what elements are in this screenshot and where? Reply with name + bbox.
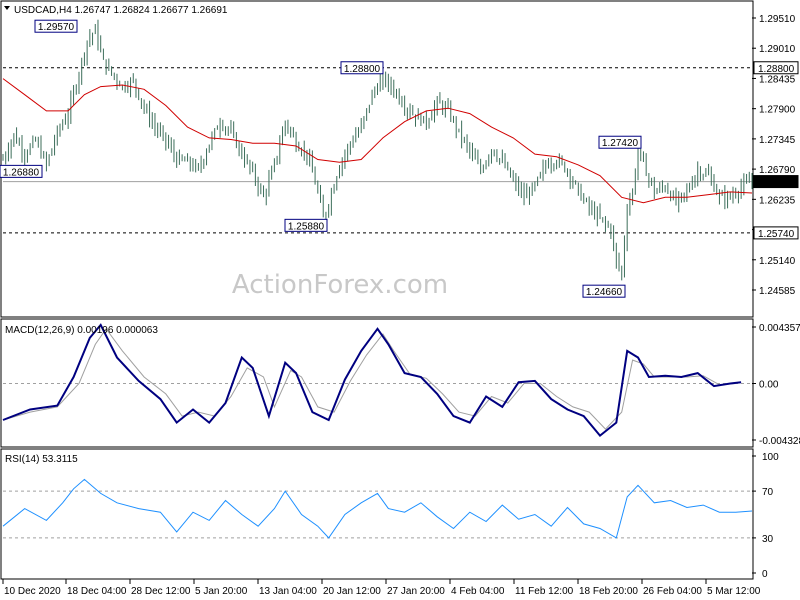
level-value-box: [753, 175, 799, 189]
x-tick-label: 11 Feb 12:00: [515, 586, 574, 597]
macd-y-tick-label: 0.00: [759, 380, 779, 391]
price-y-tick-label: 1.26790: [759, 165, 796, 176]
rsi-y-tick-label: 70: [762, 487, 774, 498]
x-tick-label: 13 Jan 04:00: [259, 586, 317, 597]
x-tick-label: 18 Dec 04:00: [67, 586, 127, 597]
level-value-label: 1.28800: [758, 64, 795, 75]
price-y-tick-label: 1.27900: [759, 105, 796, 116]
price-annotation-label: 1.26880: [3, 167, 40, 178]
price-annotation-box: [340, 61, 384, 75]
price-annotation-label: 1.25880: [288, 221, 325, 232]
price-y-tick-label: 1.27345: [759, 135, 796, 146]
price-panel-frame: [0, 0, 754, 318]
price-annotation-box: [34, 19, 78, 33]
rsi-y-tick-label: 0: [762, 569, 768, 580]
x-tick-label: 28 Dec 12:00: [131, 586, 191, 597]
price-annotation-label: 1.28800: [344, 64, 381, 75]
price-annotation-box: [284, 218, 328, 232]
x-tick-label: 5 Mar 12:00: [707, 586, 761, 597]
price-annotation-label: 1.29570: [38, 22, 75, 33]
level-value-box: [753, 226, 799, 240]
x-tick-label: 10 Dec 2020: [4, 586, 61, 597]
level-value-label: 1.25740: [758, 229, 795, 240]
macd-y-tick-label: -0.004328: [759, 436, 800, 447]
level-value-label: 1.26691: [758, 178, 795, 189]
rsi-y-tick-label: 30: [762, 534, 774, 545]
price-annotation-box: [598, 135, 642, 149]
watermark-text: ActionForex.com: [232, 270, 448, 300]
rsi-panel-frame: [0, 448, 754, 580]
price-annotation-box: [0, 164, 43, 178]
price-annotation-label: 1.27420: [602, 138, 639, 149]
macd-series-signal: [2, 327, 736, 430]
x-tick-label: 4 Feb 04:00: [451, 586, 505, 597]
macd-series-macd: [2, 323, 742, 437]
price-y-tick-label: 1.24585: [759, 286, 796, 297]
x-tick-label: 26 Feb 04:00: [643, 586, 702, 597]
price-y-tick-label: 1.29510: [759, 14, 796, 25]
price-annotation-label: 1.24660: [586, 287, 623, 298]
level-value-box: [753, 61, 799, 75]
price-y-tick-label: 1.25140: [759, 256, 796, 267]
rsi-series-line: [2, 478, 753, 539]
x-tick-label: 5 Jan 20:00: [195, 586, 248, 597]
x-tick-label: 20 Jan 12:00: [323, 586, 381, 597]
price-panel-title: USDCAD,H4 1.26747 1.26824 1.26677 1.2669…: [14, 5, 228, 16]
macd-y-tick-label: 0.004357: [759, 323, 800, 334]
rsi-panel-title: RSI(14) 53.3115: [5, 454, 78, 465]
x-tick-label: 27 Jan 20:00: [387, 586, 445, 597]
macd-panel-title: MACD(12,26,9) 0.00196 0.000063: [5, 325, 158, 336]
price-y-tick-label: 1.29010: [759, 44, 796, 55]
dropdown-arrow-icon[interactable]: [4, 6, 10, 10]
price-y-tick-label: 1.26235: [759, 195, 796, 206]
x-tick-label: 18 Feb 20:00: [579, 586, 638, 597]
price-annotation-box: [582, 284, 626, 298]
price-y-tick-label: 1.28435: [759, 74, 796, 85]
rsi-y-tick-label: 100: [762, 452, 779, 463]
moving-average-line: [2, 78, 753, 204]
